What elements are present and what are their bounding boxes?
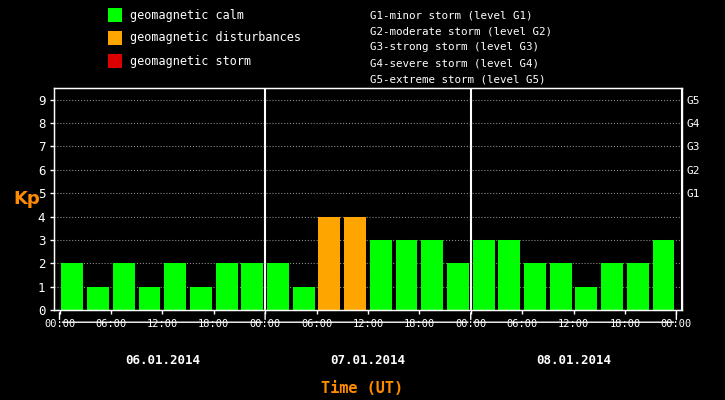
Bar — [113, 263, 135, 310]
Bar — [396, 240, 418, 310]
Text: 06.01.2014: 06.01.2014 — [125, 354, 200, 368]
Bar — [550, 263, 571, 310]
Text: geomagnetic calm: geomagnetic calm — [130, 8, 244, 22]
Bar — [601, 263, 623, 310]
Bar — [87, 287, 109, 310]
Bar — [370, 240, 392, 310]
Y-axis label: Kp: Kp — [13, 190, 40, 208]
Bar — [498, 240, 521, 310]
Bar — [190, 287, 212, 310]
Bar — [267, 263, 289, 310]
Text: 07.01.2014: 07.01.2014 — [331, 354, 405, 368]
Bar — [627, 263, 649, 310]
Bar — [215, 263, 238, 310]
Bar — [293, 287, 315, 310]
Bar — [344, 216, 366, 310]
Text: G4-severe storm (level G4): G4-severe storm (level G4) — [370, 58, 539, 68]
Text: G1-minor storm (level G1): G1-minor storm (level G1) — [370, 10, 532, 20]
Text: geomagnetic disturbances: geomagnetic disturbances — [130, 32, 301, 44]
Bar — [138, 287, 160, 310]
Bar — [318, 216, 340, 310]
Bar — [473, 240, 494, 310]
Text: geomagnetic storm: geomagnetic storm — [130, 54, 251, 68]
Text: G2-moderate storm (level G2): G2-moderate storm (level G2) — [370, 26, 552, 36]
Bar — [421, 240, 443, 310]
Bar — [447, 263, 469, 310]
Bar — [524, 263, 546, 310]
Text: G3-strong storm (level G3): G3-strong storm (level G3) — [370, 42, 539, 52]
Text: 08.01.2014: 08.01.2014 — [536, 354, 611, 368]
Bar — [652, 240, 674, 310]
Text: G5-extreme storm (level G5): G5-extreme storm (level G5) — [370, 74, 545, 84]
Text: Time (UT): Time (UT) — [321, 381, 404, 396]
Bar — [576, 287, 597, 310]
Bar — [62, 263, 83, 310]
Bar — [165, 263, 186, 310]
Bar — [241, 263, 263, 310]
